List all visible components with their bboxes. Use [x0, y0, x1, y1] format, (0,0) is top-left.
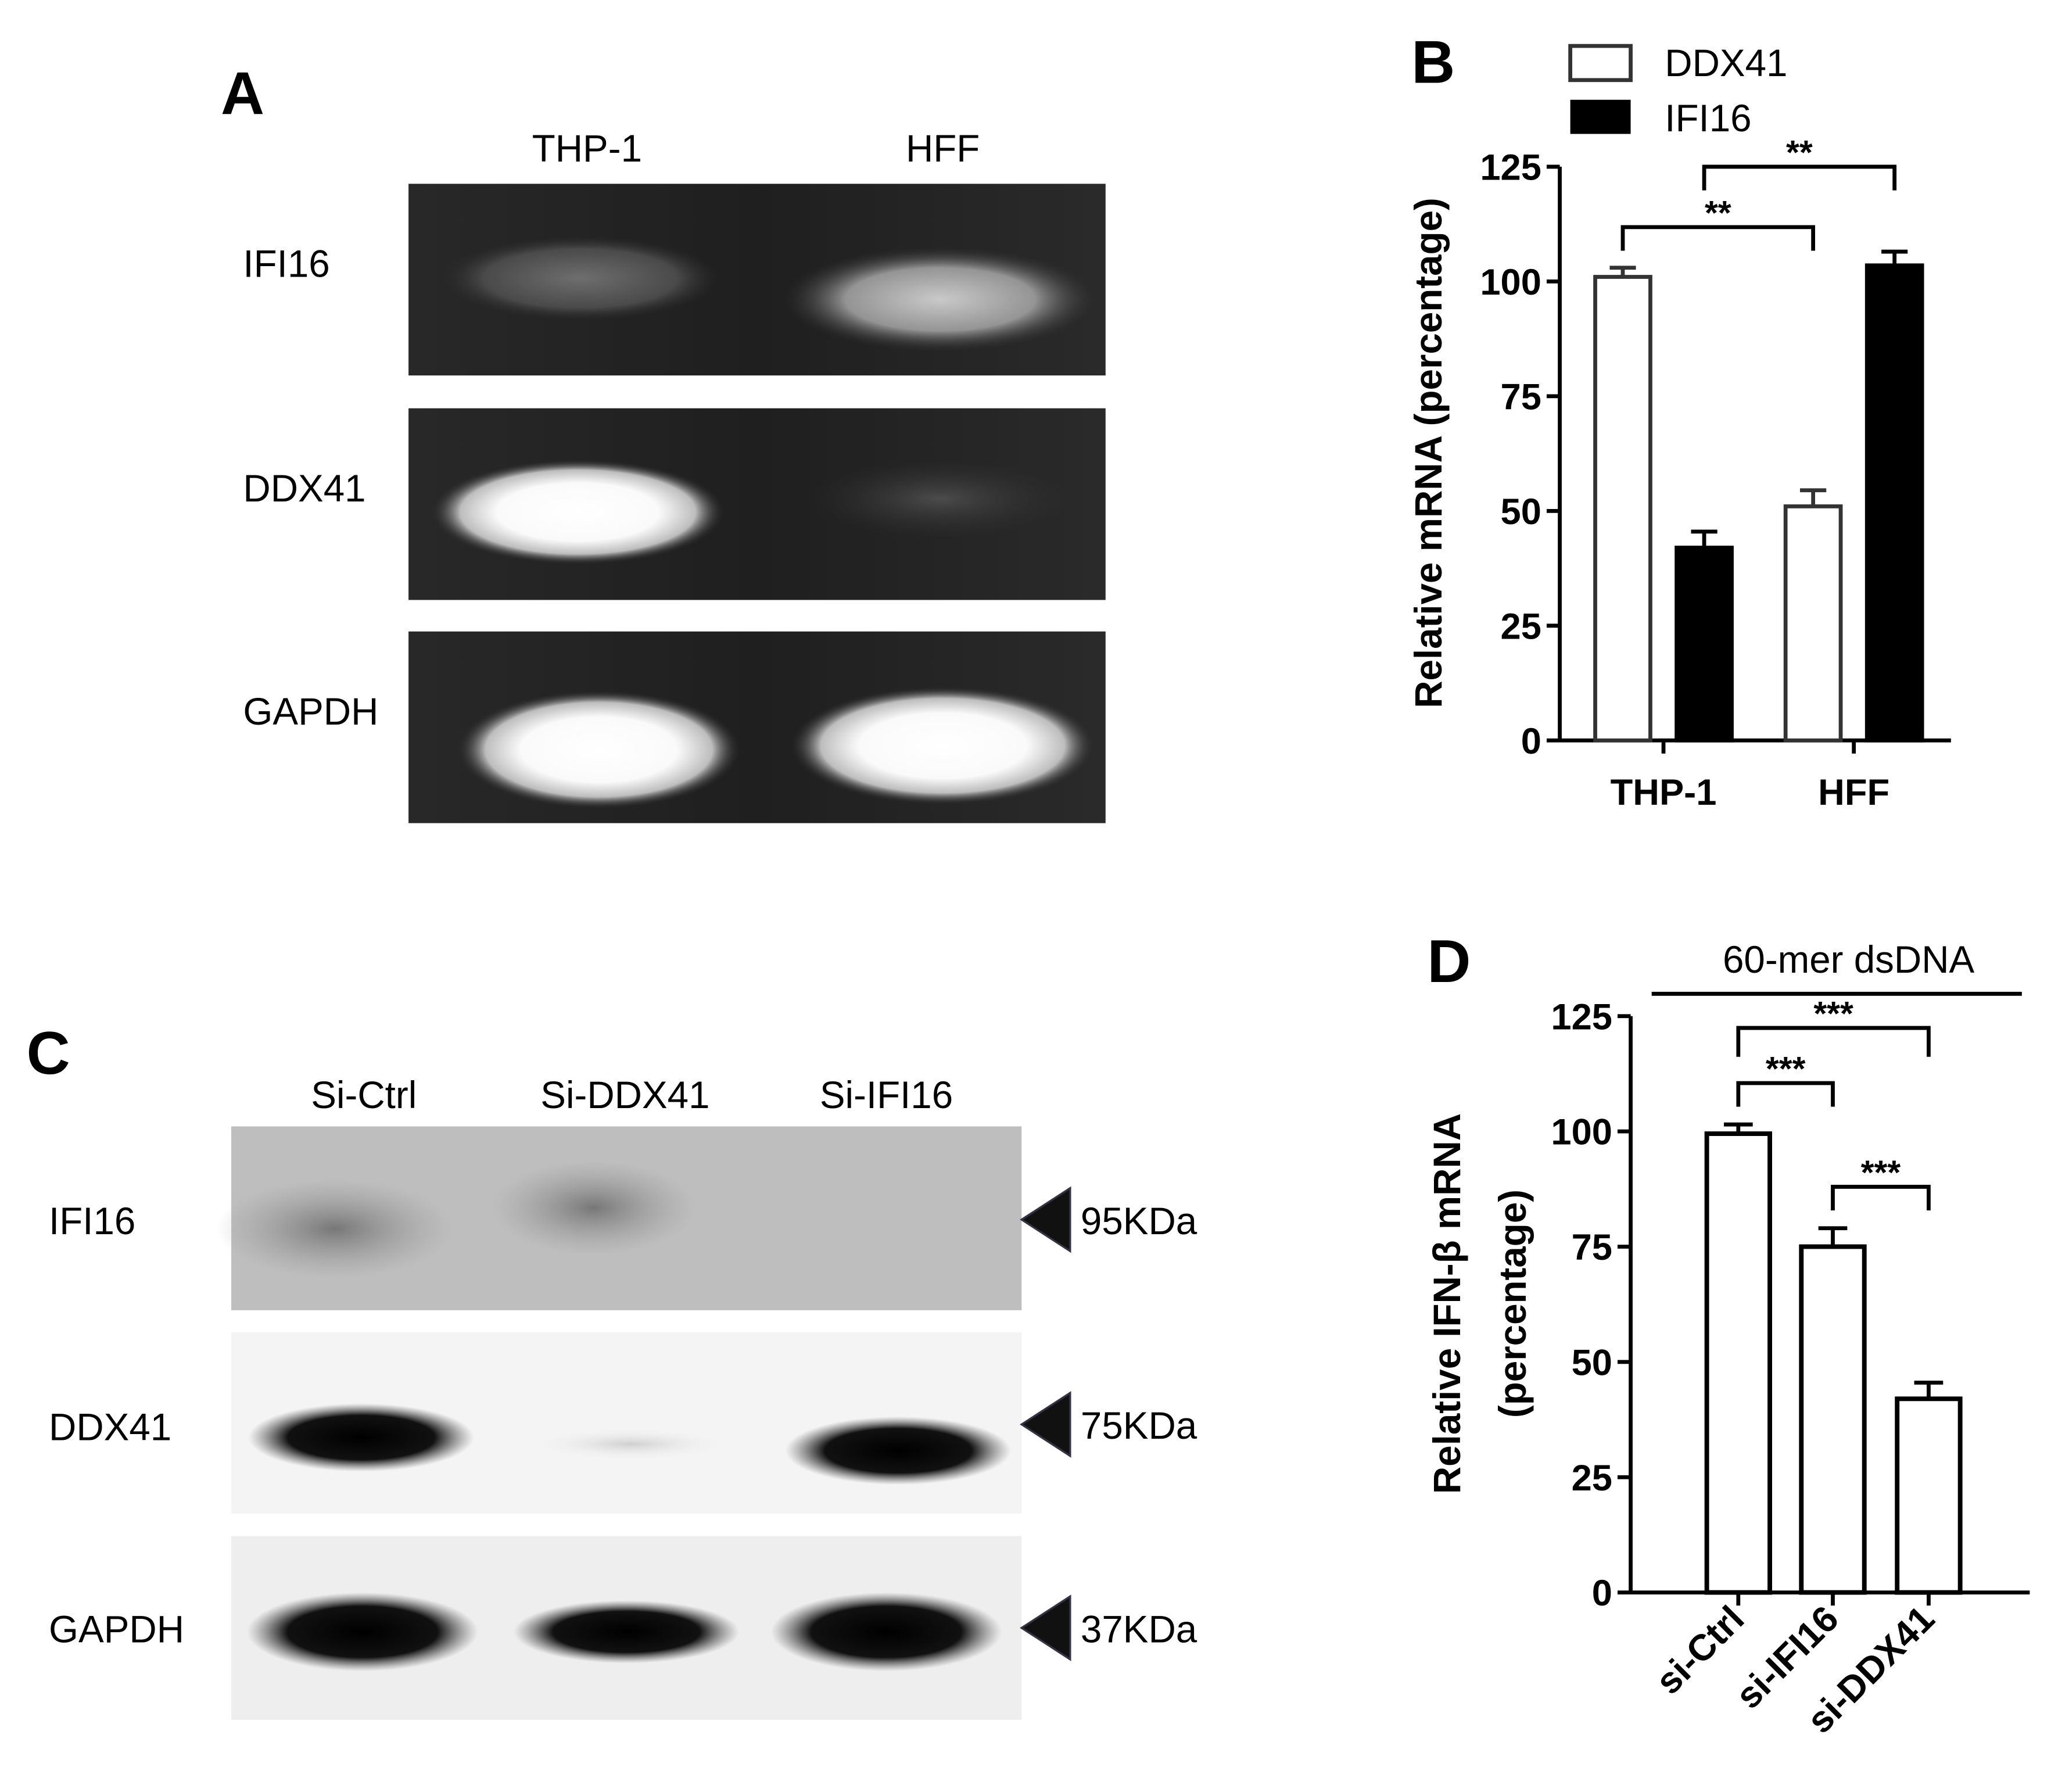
- legend-swatch-ddx41: [1568, 44, 1633, 83]
- bar: [1704, 1131, 1772, 1595]
- blot-band: [247, 1592, 478, 1672]
- significance-bracket: [1736, 1026, 1931, 1057]
- panel-d-chart: D 60-mer dsDNA Relative IFN-β mRNA (perc…: [1426, 928, 2030, 1741]
- blot-band: [217, 1178, 453, 1279]
- bar: [1593, 275, 1652, 743]
- marker-label-95kda: 95KDa: [1081, 1200, 1197, 1242]
- y-tick-label: 25: [1501, 606, 1541, 647]
- y-tick-label: 0: [1592, 1573, 1612, 1614]
- gel-band: [783, 246, 1098, 352]
- y-tick-label: 100: [1551, 1112, 1612, 1153]
- x-tick-label: THP-1: [1611, 772, 1717, 813]
- y-tick-label: 50: [1572, 1342, 1612, 1383]
- panel-c-row-label-ifi16: IFI16: [49, 1200, 135, 1242]
- panel-c-row-label-ddx41: DDX41: [49, 1406, 171, 1448]
- marker-label-75kda: 75KDa: [1081, 1404, 1197, 1447]
- x-tick-label: HFF: [1818, 772, 1889, 813]
- legend-swatch-ifi16: [1570, 99, 1631, 134]
- blot-band: [248, 1403, 475, 1472]
- bar: [1799, 1244, 1867, 1595]
- panel-b-letter: B: [1411, 28, 1455, 96]
- y-tick-label: 50: [1501, 492, 1541, 532]
- marker-arrow-icon: [1020, 1391, 1071, 1458]
- y-tick-label: 125: [1551, 997, 1612, 1037]
- gel-band: [442, 236, 719, 321]
- panel-d-letter: D: [1427, 928, 1471, 995]
- blot-band: [491, 1160, 696, 1255]
- panel-c-lane-label-siddx41: Si-DDX41: [540, 1074, 709, 1116]
- bar: [1864, 263, 1924, 743]
- blot-band: [770, 1592, 1002, 1672]
- significance-bracket: [1702, 164, 1897, 191]
- gel-band: [790, 686, 1095, 805]
- gel-band: [809, 459, 1072, 539]
- bar: [1674, 546, 1734, 743]
- significance-label: ***: [1813, 995, 1853, 1033]
- significance-bracket: [1736, 1081, 1835, 1107]
- legend-label-ifi16: IFI16: [1665, 97, 1751, 139]
- marker-arrow-icon: [1020, 1594, 1071, 1661]
- y-tick-label: 75: [1501, 377, 1541, 417]
- significance-bracket: [1620, 225, 1815, 251]
- panel-a-lane-label-hff: HFF: [906, 127, 980, 170]
- blot-band: [513, 1600, 740, 1664]
- significance-label: **: [1705, 194, 1731, 232]
- y-axis-label: Relative mRNA (percentage): [1407, 198, 1450, 708]
- panel-c-lane-label-sictrl: Si-Ctrl: [311, 1074, 417, 1116]
- significance-label: **: [1786, 134, 1813, 171]
- panel-a-row-label-gapdh: GAPDH: [243, 690, 378, 733]
- blot-strip-ddx41: [231, 1332, 1022, 1514]
- blot-strip-gapdh: [231, 1536, 1022, 1720]
- chart-title: 60-mer dsDNA: [1723, 938, 1975, 981]
- y-tick-label: 25: [1572, 1458, 1612, 1499]
- gel-band: [431, 459, 725, 565]
- panel-c-lane-label-siifi16: Si-IFI16: [820, 1074, 953, 1116]
- panel-c: C Si-Ctrl Si-DDX41 Si-IFI16 IFI16 DDX41 …: [27, 1020, 1197, 1720]
- panel-c-letter: C: [27, 1020, 70, 1087]
- panel-b-chart: B DDX41 IFI16 Relative mRNA (percentage)…: [1407, 28, 1951, 813]
- legend-label-ddx41: DDX41: [1665, 42, 1787, 84]
- marker-arrow-icon: [1020, 1186, 1071, 1253]
- panel-a-row-label-ddx41: DDX41: [243, 467, 365, 510]
- gel-strip-gapdh: [408, 631, 1106, 823]
- y-tick-label: 125: [1480, 148, 1541, 188]
- panel-a-lane-label-thp1: THP-1: [532, 127, 642, 170]
- bar: [1895, 1396, 1963, 1595]
- bar: [1783, 504, 1843, 743]
- significance-label: ***: [1861, 1154, 1901, 1192]
- blot-band: [532, 1428, 729, 1460]
- y-axis-label-line1: Relative IFN-β mRNA: [1426, 1113, 1468, 1494]
- blot-strip-ifi16: [217, 1126, 1022, 1310]
- significance-bracket: [1831, 1185, 1931, 1211]
- y-tick-label: 0: [1521, 721, 1541, 762]
- y-axis-label-line2: (percentage): [1491, 1189, 1534, 1418]
- significance-label: ***: [1766, 1050, 1806, 1088]
- panel-c-row-label-gapdh: GAPDH: [49, 1608, 184, 1650]
- panel-a-row-label-ifi16: IFI16: [243, 243, 329, 285]
- y-tick-label: 100: [1480, 262, 1541, 303]
- blot-band: [785, 1416, 1012, 1485]
- gel-strip-ddx41: [408, 408, 1106, 600]
- panel-a: A THP-1 HFF IFI16 DDX41 GAPDH: [221, 60, 1106, 823]
- marker-label-37kda: 37KDa: [1081, 1608, 1197, 1650]
- gel-strip-ifi16: [408, 184, 1106, 376]
- y-tick-label: 75: [1572, 1227, 1612, 1268]
- panel-a-letter: A: [221, 60, 264, 128]
- gel-band: [457, 690, 741, 809]
